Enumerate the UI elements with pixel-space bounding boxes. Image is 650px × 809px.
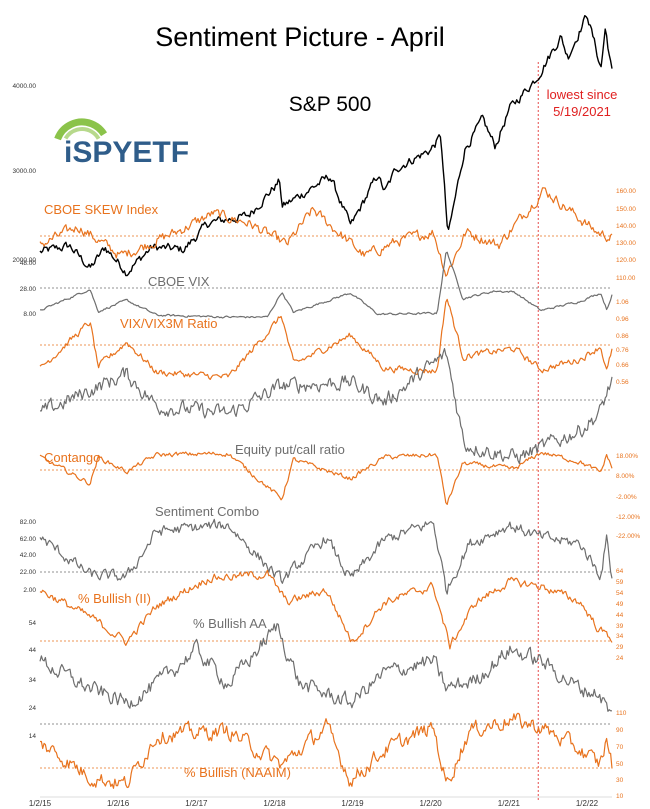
tick-label-cboe-skew-index: 160.00	[616, 188, 636, 195]
series-line-s-p-500	[39, 15, 613, 277]
series-label-equity-put-call-ratio: Equity put/call ratio	[235, 442, 345, 457]
tick-label-cboe-skew-index: 110.00	[616, 275, 636, 282]
tick-label-bullish-ii: 49	[616, 601, 624, 608]
logo: iSPYETF	[52, 118, 189, 178]
chart-subtitle: S&P 500	[289, 93, 372, 116]
tick-label-cboe-vix: 8.00	[23, 311, 36, 318]
series-label-contango: Contango	[44, 450, 100, 465]
x-axis: 1/2/15 1/2/16 1/2/17 1/2/18 1/2/19 1/2/20 1/2/…	[29, 796, 612, 808]
tick-label-bullish-ii: 29	[616, 644, 624, 651]
series-line-cboe-skew-index	[39, 187, 613, 277]
annotation: lowest since 5/19/2021	[547, 87, 618, 119]
series-line-equity-put-call-ratio	[40, 348, 613, 465]
tick-label-contango: 8.00%	[616, 473, 635, 480]
tick-label-bullish-naaim: 50	[616, 761, 624, 768]
x-tick-label: 1/2/19	[341, 799, 364, 808]
tick-label-cboe-skew-index: 140.00	[616, 223, 636, 230]
tick-label-bullish-ii: 24	[616, 655, 624, 662]
series-label-sentiment-combo: Sentiment Combo	[155, 504, 259, 519]
series-line-vix-vix3m-ratio	[39, 298, 613, 380]
series-label-cboe-vix: CBOE VIX	[148, 274, 210, 289]
tick-label-bullish-ii: 64	[616, 568, 624, 575]
tick-label-sentiment-combo: 22.00	[20, 569, 37, 576]
tick-label-vix-vix3m-ratio: 1.06	[616, 299, 629, 306]
annotation-line-1: lowest since	[547, 87, 618, 102]
series-label-bullish-aa: % Bullish AA	[193, 616, 267, 631]
tick-label-bullish-naaim: 30	[616, 777, 624, 784]
chart-title: Sentiment Picture - April	[155, 22, 445, 52]
x-tick-label: 1/2/22	[576, 799, 599, 808]
logo-mark-icon	[52, 118, 112, 178]
tick-label-contango: -2.00%	[616, 494, 637, 501]
tick-label-vix-vix3m-ratio: 0.96	[616, 316, 629, 323]
tick-label-bullish-naaim: 110	[616, 710, 627, 717]
series-line-bullish-aa	[39, 623, 612, 712]
x-tick-label: 1/2/15	[29, 799, 52, 808]
tick-label-bullish-aa: 2.00	[23, 587, 36, 594]
tick-label-vix-vix3m-ratio: 0.86	[616, 333, 629, 340]
series-label-bullish-ii: % Bullish (II)	[78, 591, 151, 606]
tick-label-vix-vix3m-ratio: 0.56	[616, 379, 629, 386]
tick-label-sentiment-combo: 62.00	[20, 536, 37, 543]
tick-label-sentiment-combo: 42.00	[20, 552, 37, 559]
tick-label-cboe-vix: 48.00	[20, 260, 37, 267]
tick-label-bullish-ii: 44	[616, 612, 624, 619]
tick-label-s-p-500: 4000.00	[13, 83, 37, 90]
logo-text: iSPYETF	[64, 136, 189, 169]
series-line-contango	[39, 451, 613, 505]
tick-label-bullish-aa: 54	[29, 620, 37, 627]
tick-label-contango: -12.00%	[616, 514, 640, 521]
series-label-vix-vix3m-ratio: VIX/VIX3M Ratio	[120, 316, 218, 331]
series-line-cboe-vix	[39, 251, 613, 319]
annotation-line-2: 5/19/2021	[553, 104, 611, 119]
tick-label-bullish-naaim: 10	[616, 793, 624, 800]
series-line-sentiment-combo	[39, 518, 613, 595]
tick-label-bullish-ii: 54	[616, 590, 624, 597]
series-line-bullish-naaim	[40, 712, 613, 789]
series-labels: CBOE SKEW Index CBOE VIX VIX/VIX3M Ratio Eq…	[44, 202, 345, 780]
series-line-bullish-ii	[39, 569, 613, 650]
tick-label-bullish-ii: 59	[616, 579, 624, 586]
tick-label-cboe-vix: 28.00	[20, 286, 37, 293]
tick-label-vix-vix3m-ratio: 0.76	[616, 347, 629, 354]
tick-label-s-p-500: 2000.00	[13, 257, 37, 264]
right-axis-ticks: 160.00 150.00 140.00 130.00 120.00 110.00 1.06…	[616, 188, 640, 800]
tick-label-bullish-aa: 44	[29, 647, 37, 654]
tick-label-bullish-naaim: 90	[616, 727, 624, 734]
x-tick-label: 1/2/20	[419, 799, 442, 808]
tick-label-contango: -22.00%	[616, 533, 640, 540]
tick-label-bullish-aa: 24	[29, 705, 37, 712]
tick-label-sentiment-combo: 82.00	[20, 519, 37, 526]
tick-label-cboe-skew-index: 120.00	[616, 257, 636, 264]
series-label-bullish-naaim: % Bullish (NAAIM)	[184, 765, 291, 780]
tick-label-vix-vix3m-ratio: 0.66	[616, 362, 629, 369]
x-tick-label: 1/2/18	[263, 799, 286, 808]
tick-label-cboe-skew-index: 130.00	[616, 240, 636, 247]
tick-label-bullish-ii: 34	[616, 633, 624, 640]
tick-label-bullish-naaim: 70	[616, 744, 624, 751]
tick-label-bullish-aa: 14	[29, 733, 37, 740]
tick-label-s-p-500: 3000.00	[13, 168, 37, 175]
tick-label-cboe-skew-index: 150.00	[616, 206, 636, 213]
x-tick-label: 1/2/16	[107, 799, 130, 808]
tick-label-bullish-aa: 34	[29, 677, 37, 684]
tick-label-contango: 18.00%	[616, 453, 638, 460]
x-tick-label: 1/2/21	[498, 799, 521, 808]
x-tick-label: 1/2/17	[185, 799, 208, 808]
series-label-cboe-skew-index: CBOE SKEW Index	[44, 202, 159, 217]
tick-label-bullish-ii: 39	[616, 623, 624, 630]
series-layer	[39, 15, 613, 789]
